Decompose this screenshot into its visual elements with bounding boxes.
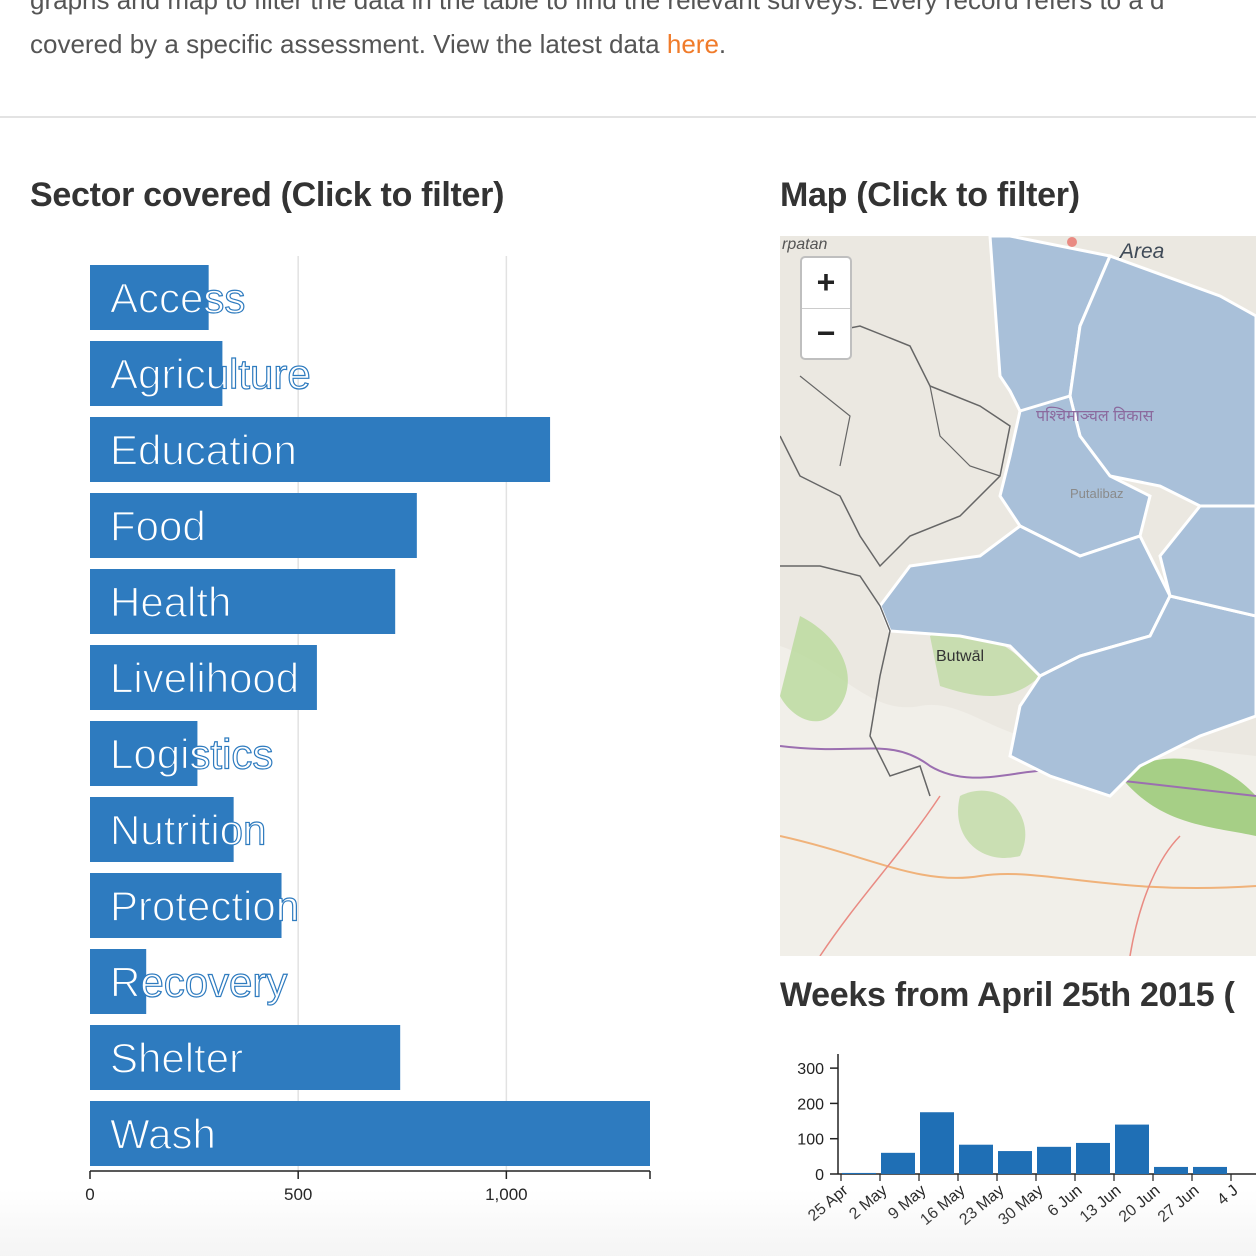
weeks-bar[interactable] <box>842 1172 876 1174</box>
sector-bar-shelter[interactable] <box>90 1025 401 1090</box>
sector-bar-label: Protection <box>110 883 299 930</box>
weeks-bar[interactable] <box>881 1152 915 1174</box>
map-label-butwal: Butwāl <box>936 648 985 665</box>
sector-bar-health[interactable] <box>90 569 396 634</box>
sector-bar-wash[interactable] <box>90 1101 650 1166</box>
weeks-bar[interactable] <box>1154 1166 1188 1174</box>
sector-x-tick-label: 0 <box>85 1185 94 1204</box>
intro-text: graphs and map to filter the data in the… <box>30 0 1256 66</box>
weeks-y-tick-label: 100 <box>797 1132 824 1149</box>
intro-line-2-text: covered by a specific assessment. View t… <box>30 29 667 59</box>
intro-line-2-end: . <box>718 29 727 59</box>
sector-bar-food[interactable] <box>90 493 417 558</box>
weeks-bar[interactable] <box>1193 1166 1227 1174</box>
sector-bar-protection[interactable] <box>90 873 282 938</box>
map-label-top-left: rpatan <box>782 236 828 253</box>
sector-bar-chart[interactable]: Access Agriculture Education Food Health Live… <box>0 230 700 1220</box>
weeks-x-tick-label: 2 May <box>846 1182 890 1223</box>
map-title: Map (Click to filter) <box>780 176 1080 214</box>
sector-bar-education[interactable] <box>90 417 551 482</box>
intro-line-1: graphs and map to filter the data in the… <box>30 0 1165 15</box>
weeks-y-tick-label: 300 <box>797 1061 824 1078</box>
sector-bar-access[interactable] <box>90 265 209 330</box>
weeks-x-tick-label: 27 Jun <box>1155 1182 1203 1226</box>
weeks-y-tick-label: 200 <box>797 1096 824 1113</box>
weeks-bar[interactable] <box>1076 1142 1110 1174</box>
weeks-x-tick-label: 20 Jun <box>1116 1182 1164 1226</box>
zoom-in-button[interactable]: + <box>802 258 850 309</box>
sector-bar-agriculture[interactable] <box>90 341 223 406</box>
sector-chart-title: Sector covered (Click to filter) <box>30 176 505 214</box>
weeks-bar[interactable] <box>998 1151 1032 1174</box>
weeks-chart-title: Weeks from April 25th 2015 ( <box>780 976 1235 1014</box>
sector-bar-label: Education <box>110 427 297 474</box>
weeks-bar[interactable] <box>1037 1146 1071 1174</box>
sector-bar-livelihood[interactable] <box>90 645 317 710</box>
sector-bar-label: Recovery <box>110 959 287 1006</box>
sector-bar-nutrition[interactable] <box>90 797 234 862</box>
intro-line-2: covered by a specific assessment. View t… <box>30 22 1256 66</box>
latest-data-link[interactable]: here <box>666 29 719 59</box>
section-divider <box>0 116 1256 118</box>
map-canvas[interactable] <box>780 236 1256 956</box>
weeks-x-tick-label: 4 J <box>1214 1182 1241 1209</box>
sector-bar-label: Health <box>110 579 231 626</box>
sector-bar-label: Logistics <box>110 731 273 778</box>
weeks-x-tick-label: 13 Jun <box>1077 1182 1125 1226</box>
sector-bar-label: Agriculture <box>110 351 311 398</box>
sector-bar-label: Wash <box>110 1111 216 1158</box>
sector-bar-logistics[interactable] <box>90 721 198 786</box>
sector-bar-label: Food <box>110 503 206 550</box>
map-label-region-name: पश्चिमाञ्चल विकास <box>1036 408 1154 425</box>
weeks-bar[interactable] <box>920 1112 954 1174</box>
weeks-bar[interactable] <box>1115 1124 1149 1174</box>
weeks-y-tick-label: 0 <box>815 1167 824 1184</box>
sector-x-tick-label: 500 <box>284 1185 312 1204</box>
map-label-area: Area <box>1120 240 1165 263</box>
map-zoom-control: + − <box>800 256 852 360</box>
zoom-out-button[interactable]: − <box>816 315 836 351</box>
weeks-x-tick-label: 25 Apr <box>805 1182 852 1225</box>
map[interactable] <box>780 236 1256 956</box>
sector-bar-label: Shelter <box>110 1035 243 1082</box>
weeks-x-tick-label: 30 May <box>995 1182 1046 1229</box>
map-label-putalibazar: Putalibaz <box>1070 486 1124 501</box>
sector-bar-label: Nutrition <box>110 807 266 854</box>
weeks-bar[interactable] <box>959 1144 993 1174</box>
sector-bar-label: Access <box>110 275 245 322</box>
sector-x-tick-label: 1,000 <box>485 1185 528 1204</box>
sector-bar-label: Livelihood <box>110 655 299 702</box>
sector-bar-recovery[interactable] <box>90 949 147 1014</box>
